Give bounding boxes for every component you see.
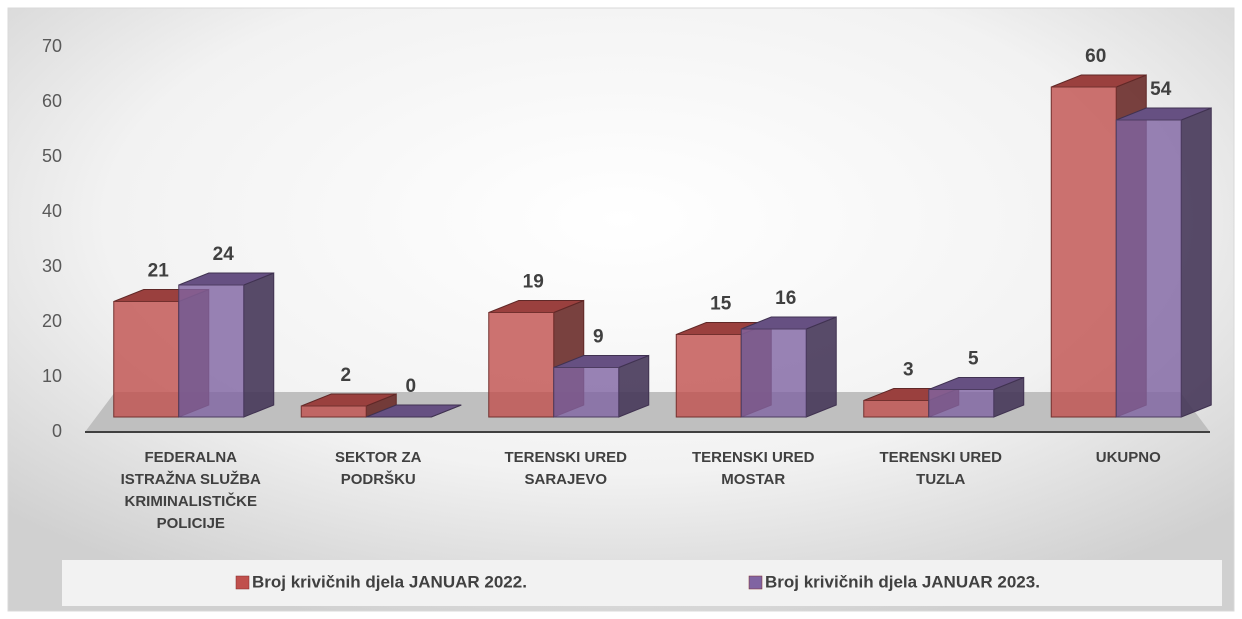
bar — [300, 393, 397, 418]
bar-front — [178, 284, 245, 418]
data-label: 54 — [1150, 79, 1172, 100]
legend-swatch — [235, 575, 250, 590]
x-tick-label: UKUPNO — [1096, 449, 1161, 466]
data-label: 15 — [710, 294, 732, 315]
bar-front — [553, 367, 620, 418]
y-tick-label: 0 — [52, 421, 62, 441]
bar-side — [243, 272, 275, 418]
data-label: 19 — [523, 272, 544, 293]
data-label: 21 — [148, 261, 170, 282]
bar — [1115, 107, 1212, 418]
legend-label: Broj krivičnih djela JANUAR 2023. — [765, 572, 1040, 591]
bar-front — [300, 405, 367, 418]
data-label: 3 — [903, 360, 914, 381]
x-tick-label: TERENSKI URED MOSTAR — [692, 449, 815, 488]
bar — [928, 376, 1025, 418]
legend — [62, 560, 1222, 606]
y-tick-label: 70 — [42, 36, 62, 56]
data-label: 9 — [593, 327, 604, 348]
data-label: 2 — [340, 365, 351, 386]
data-label: 16 — [775, 288, 796, 309]
data-label: 60 — [1085, 46, 1106, 67]
data-label: 0 — [405, 376, 416, 397]
x-tick-label: TERENSKI URED SARAJEVO — [504, 449, 627, 488]
data-label: 5 — [968, 349, 979, 370]
y-tick-label: 10 — [42, 366, 62, 386]
bar-front — [863, 400, 930, 418]
bar-front — [1050, 86, 1117, 418]
bar-front — [113, 301, 180, 418]
legend-label: Broj krivičnih djela JANUAR 2022. — [252, 572, 527, 591]
bar — [553, 354, 650, 418]
bar-front — [488, 312, 555, 418]
data-label: 24 — [213, 244, 235, 265]
y-tick-label: 60 — [42, 91, 62, 111]
bar-front — [740, 328, 807, 418]
y-tick-label: 30 — [42, 256, 62, 276]
x-tick-label: FEDERALNA ISTRAŽNA SLUŽBA KRIMINALISTIČKE P… — [121, 449, 261, 532]
x-tick-label: SEKTOR ZA PODRŠKU — [335, 449, 422, 488]
y-tick-label: 50 — [42, 146, 62, 166]
bar — [178, 272, 275, 418]
bar-side — [805, 316, 837, 418]
bar-front — [928, 389, 995, 418]
y-tick-label: 20 — [42, 311, 62, 331]
legend-swatch — [748, 575, 763, 590]
x-tick-label: TERENSKI URED TUZLA — [879, 449, 1002, 488]
bar — [740, 316, 837, 418]
bar-top — [366, 404, 462, 418]
bar-front — [675, 334, 742, 418]
bar-front — [1115, 119, 1182, 418]
bar — [366, 404, 462, 418]
y-tick-label: 40 — [42, 201, 62, 221]
bar-side — [1180, 107, 1212, 418]
